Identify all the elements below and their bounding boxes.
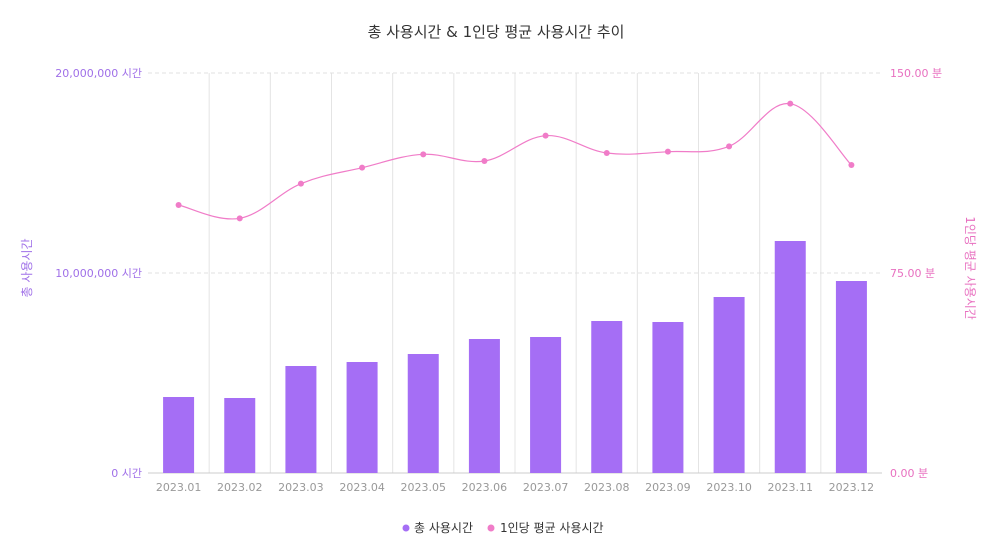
x-tick-label: 2023.02 bbox=[217, 481, 263, 494]
line-point[interactable] bbox=[236, 215, 243, 222]
bar[interactable] bbox=[591, 321, 623, 473]
left-axis-title: 총 사용시간 bbox=[20, 238, 34, 297]
line-point[interactable] bbox=[726, 143, 733, 150]
left-tick-label: 20,000,000 시간 bbox=[55, 67, 142, 80]
legend-swatch-line bbox=[487, 524, 495, 532]
right-tick-label: 0.00 분 bbox=[890, 467, 928, 480]
line-point[interactable] bbox=[175, 202, 182, 208]
legend-label-bars: 총 사용시간 bbox=[414, 521, 473, 535]
right-tick-label: 75.00 분 bbox=[890, 267, 935, 280]
line-point[interactable] bbox=[603, 150, 610, 156]
line-point[interactable] bbox=[848, 162, 855, 168]
x-tick-label: 2023.10 bbox=[706, 481, 752, 494]
bar[interactable] bbox=[774, 241, 806, 473]
bar-series bbox=[163, 241, 867, 473]
bar[interactable] bbox=[285, 366, 317, 473]
legend-label-line: 1인당 평균 사용시간 bbox=[500, 521, 604, 535]
legend-swatch-bars bbox=[402, 524, 410, 532]
grid bbox=[148, 72, 882, 474]
x-tick-label: 2023.09 bbox=[645, 481, 691, 494]
bar[interactable] bbox=[468, 339, 500, 473]
x-tick-label: 2023.12 bbox=[829, 481, 875, 494]
x-tick-label: 2023.03 bbox=[278, 481, 324, 494]
bar[interactable] bbox=[530, 337, 562, 473]
x-tick-label: 2023.07 bbox=[523, 481, 569, 494]
left-tick-label: 0 시간 bbox=[111, 467, 142, 480]
line-series bbox=[175, 100, 855, 222]
bar[interactable] bbox=[346, 362, 378, 473]
line-point[interactable] bbox=[420, 151, 427, 158]
x-tick-label: 2023.11 bbox=[768, 481, 814, 494]
line-point[interactable] bbox=[664, 148, 671, 155]
bar[interactable] bbox=[713, 297, 745, 473]
bar[interactable] bbox=[835, 281, 867, 473]
x-tick-label: 2023.05 bbox=[401, 481, 447, 494]
legend: 총 사용시간 1인당 평균 사용시간 bbox=[402, 521, 604, 535]
axes: 0 시간 0.00 분 10,000,000 시간 75.00 분 20,000,000… bbox=[55, 67, 942, 494]
line-point[interactable] bbox=[787, 100, 794, 107]
line-path bbox=[178, 103, 852, 220]
line-point[interactable] bbox=[481, 158, 488, 164]
chart-title: 총 사용시간 & 1인당 평균 사용시간 추이 bbox=[368, 23, 625, 41]
bar[interactable] bbox=[224, 398, 256, 473]
right-axis-title: 1인당 평균 사용시간 bbox=[963, 216, 977, 320]
line-point[interactable] bbox=[542, 132, 549, 139]
line-point[interactable] bbox=[359, 164, 366, 171]
line-point[interactable] bbox=[297, 180, 304, 187]
x-tick-label: 2023.04 bbox=[339, 481, 385, 494]
bar[interactable] bbox=[652, 322, 684, 473]
left-tick-label: 10,000,000 시간 bbox=[55, 267, 142, 280]
x-tick-label: 2023.01 bbox=[156, 481, 202, 494]
bar[interactable] bbox=[407, 354, 439, 473]
bar[interactable] bbox=[163, 397, 195, 473]
x-tick-label: 2023.06 bbox=[462, 481, 508, 494]
right-tick-label: 150.00 분 bbox=[890, 67, 942, 80]
x-tick-label: 2023.08 bbox=[584, 481, 630, 494]
